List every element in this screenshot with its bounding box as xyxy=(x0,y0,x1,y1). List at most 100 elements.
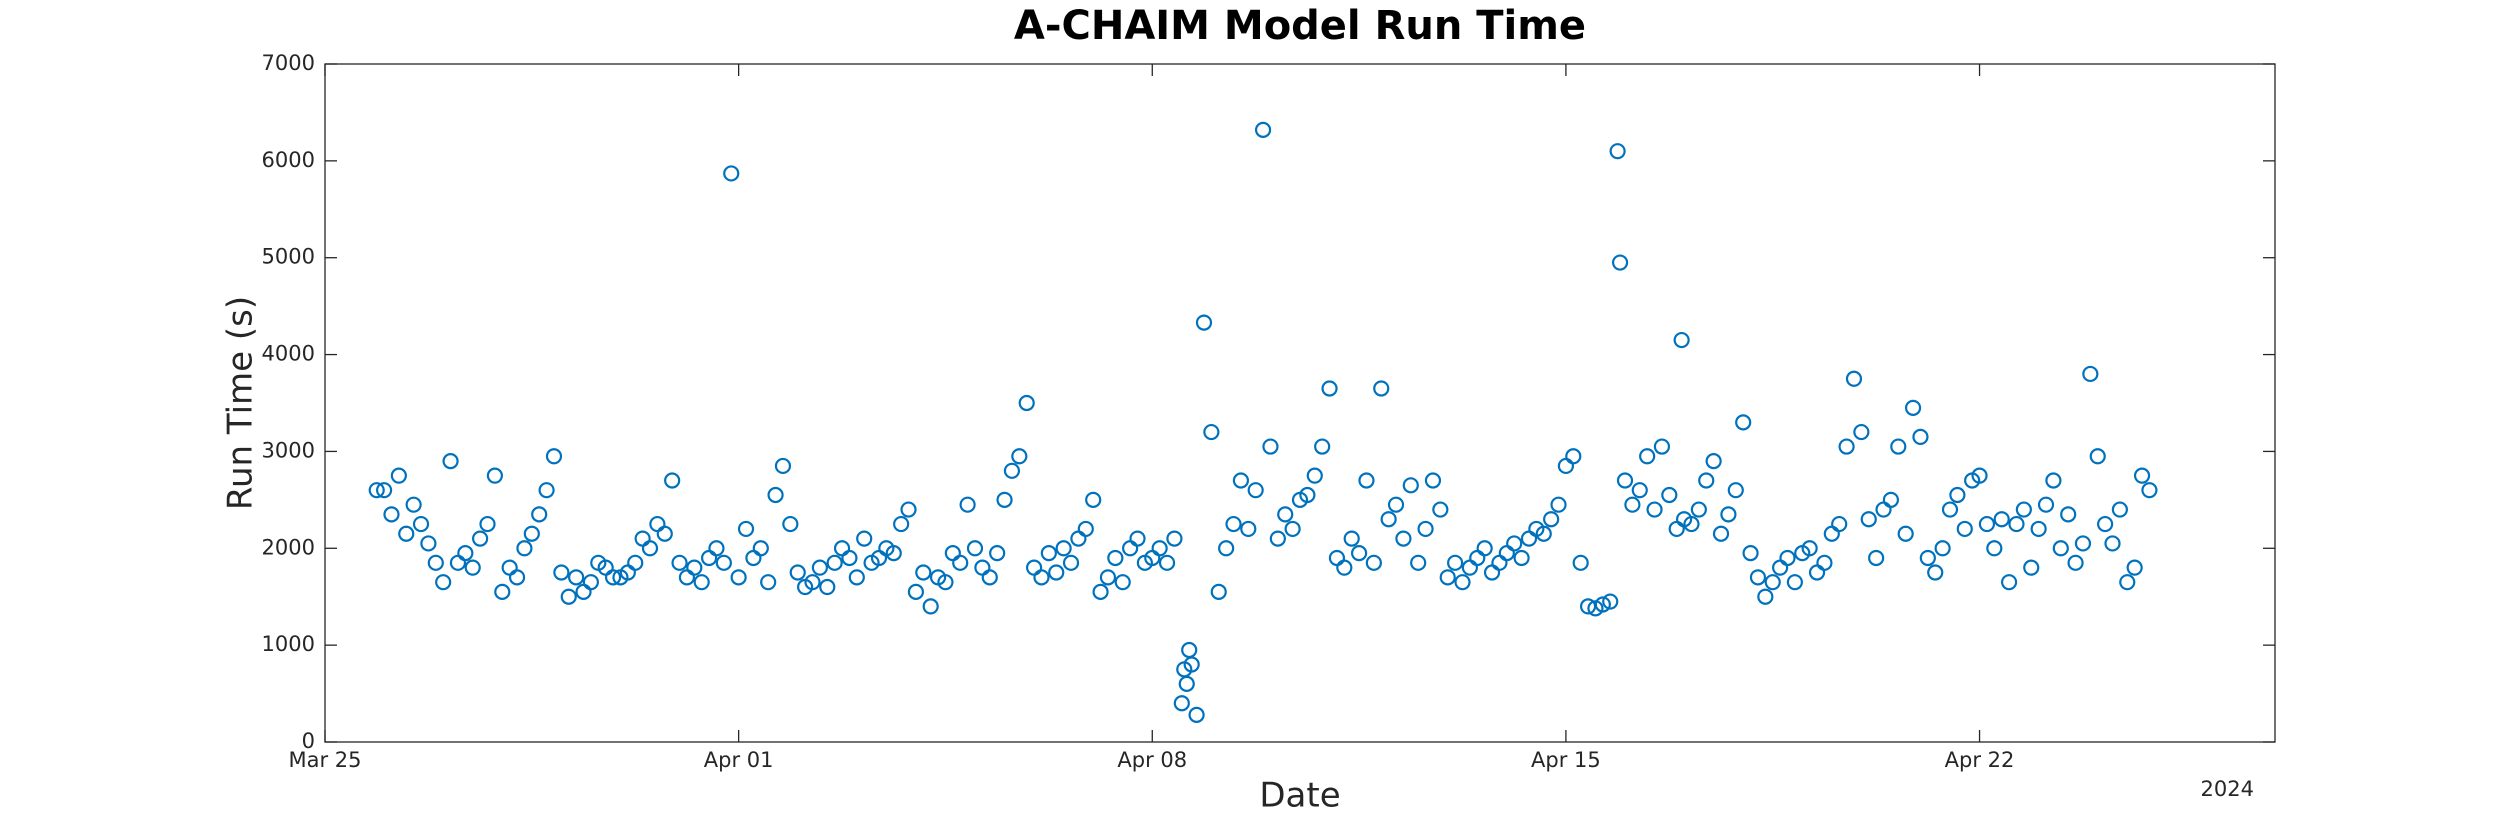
data-point xyxy=(1506,535,1523,552)
x-tick-label: Apr 01 xyxy=(704,748,774,772)
data-point xyxy=(996,491,1013,508)
data-point xyxy=(531,506,548,523)
data-point xyxy=(1195,314,1213,331)
y-tick-label: 1000 xyxy=(262,632,315,656)
data-point xyxy=(656,525,673,542)
data-point xyxy=(2097,515,2114,533)
data-point xyxy=(1565,448,1582,465)
data-point xyxy=(1365,554,1382,571)
data-point xyxy=(1978,515,1996,533)
data-point xyxy=(1683,515,1700,533)
data-point xyxy=(2067,554,2084,571)
data-point xyxy=(1742,545,1759,562)
data-point xyxy=(1099,569,1117,586)
data-point xyxy=(804,574,821,591)
data-point xyxy=(390,467,407,484)
data-point xyxy=(1358,472,1375,489)
data-point xyxy=(966,540,984,557)
data-point xyxy=(1129,530,1146,547)
data-point xyxy=(1712,525,1730,542)
x-tick-label: Apr 15 xyxy=(1531,748,1601,772)
data-point xyxy=(1543,511,1560,528)
data-point xyxy=(1284,520,1301,538)
data-point xyxy=(2074,535,2092,552)
data-point xyxy=(1085,491,1102,508)
data-point xyxy=(1373,380,1390,397)
data-point xyxy=(2089,448,2106,465)
data-point xyxy=(2008,515,2025,533)
data-point xyxy=(1624,496,1641,513)
data-point xyxy=(405,496,422,513)
x-axis-label: Date xyxy=(1259,776,1340,816)
data-point xyxy=(1779,549,1796,567)
data-point xyxy=(1092,583,1109,600)
data-point xyxy=(2045,472,2062,489)
data-point xyxy=(1424,472,1442,489)
data-point xyxy=(1698,472,1715,489)
data-point xyxy=(1218,540,1235,557)
data-point xyxy=(1151,540,1168,557)
data-point xyxy=(1321,380,1338,397)
data-point xyxy=(1986,540,2003,557)
data-point xyxy=(1107,549,1124,567)
data-point xyxy=(1690,501,1707,518)
data-point xyxy=(1653,438,1671,455)
data-point xyxy=(686,559,703,576)
data-point xyxy=(1254,121,1272,138)
data-point xyxy=(1594,596,1611,613)
data-point xyxy=(1749,569,1767,586)
data-point xyxy=(1402,477,1419,494)
data-point xyxy=(1055,540,1072,557)
data-point xyxy=(1343,530,1360,547)
data-point xyxy=(538,482,555,499)
data-point xyxy=(1646,501,1663,518)
data-point xyxy=(782,515,799,533)
data-point xyxy=(435,574,452,591)
data-point xyxy=(2133,467,2151,484)
y-tick-label: 6000 xyxy=(262,148,315,172)
data-point xyxy=(1232,472,1250,489)
data-point xyxy=(730,569,747,586)
data-point xyxy=(1314,438,1331,455)
data-point xyxy=(545,448,563,465)
chart-title: A-CHAIM Model Run Time xyxy=(1014,3,1586,49)
data-point xyxy=(641,540,659,557)
data-point xyxy=(2052,540,2069,557)
data-point xyxy=(1447,554,1464,571)
data-point xyxy=(1550,496,1567,513)
data-point xyxy=(1890,438,1907,455)
data-point xyxy=(523,525,540,542)
data-point xyxy=(819,578,836,596)
data-point xyxy=(1040,545,1057,562)
data-point xyxy=(464,559,481,576)
data-point xyxy=(760,574,777,591)
data-point xyxy=(1350,545,1368,562)
data-point xyxy=(1860,511,1877,528)
y-axis-label: Run Time (s) xyxy=(221,296,261,510)
data-point xyxy=(885,545,902,562)
data-point xyxy=(604,569,622,586)
data-point xyxy=(1048,564,1065,581)
data-point xyxy=(1417,520,1434,538)
data-point xyxy=(627,554,644,571)
data-point xyxy=(848,569,865,586)
data-point xyxy=(856,530,873,547)
data-point xyxy=(2119,574,2136,591)
data-point xyxy=(442,453,459,470)
data-point xyxy=(1868,549,1885,567)
data-point xyxy=(1011,448,1028,465)
data-point xyxy=(1439,569,1456,586)
data-point xyxy=(1033,569,1050,586)
data-point xyxy=(1786,574,1803,591)
data-point xyxy=(1720,506,1737,523)
data-point xyxy=(693,574,710,591)
data-point xyxy=(1971,467,1988,484)
y-tick-label: 5000 xyxy=(262,245,315,269)
data-point xyxy=(1003,462,1021,479)
data-point xyxy=(1203,423,1220,441)
data-point xyxy=(1801,540,1818,557)
data-point xyxy=(1735,414,1752,431)
data-point xyxy=(1611,254,1629,271)
data-point xyxy=(1816,554,1833,571)
